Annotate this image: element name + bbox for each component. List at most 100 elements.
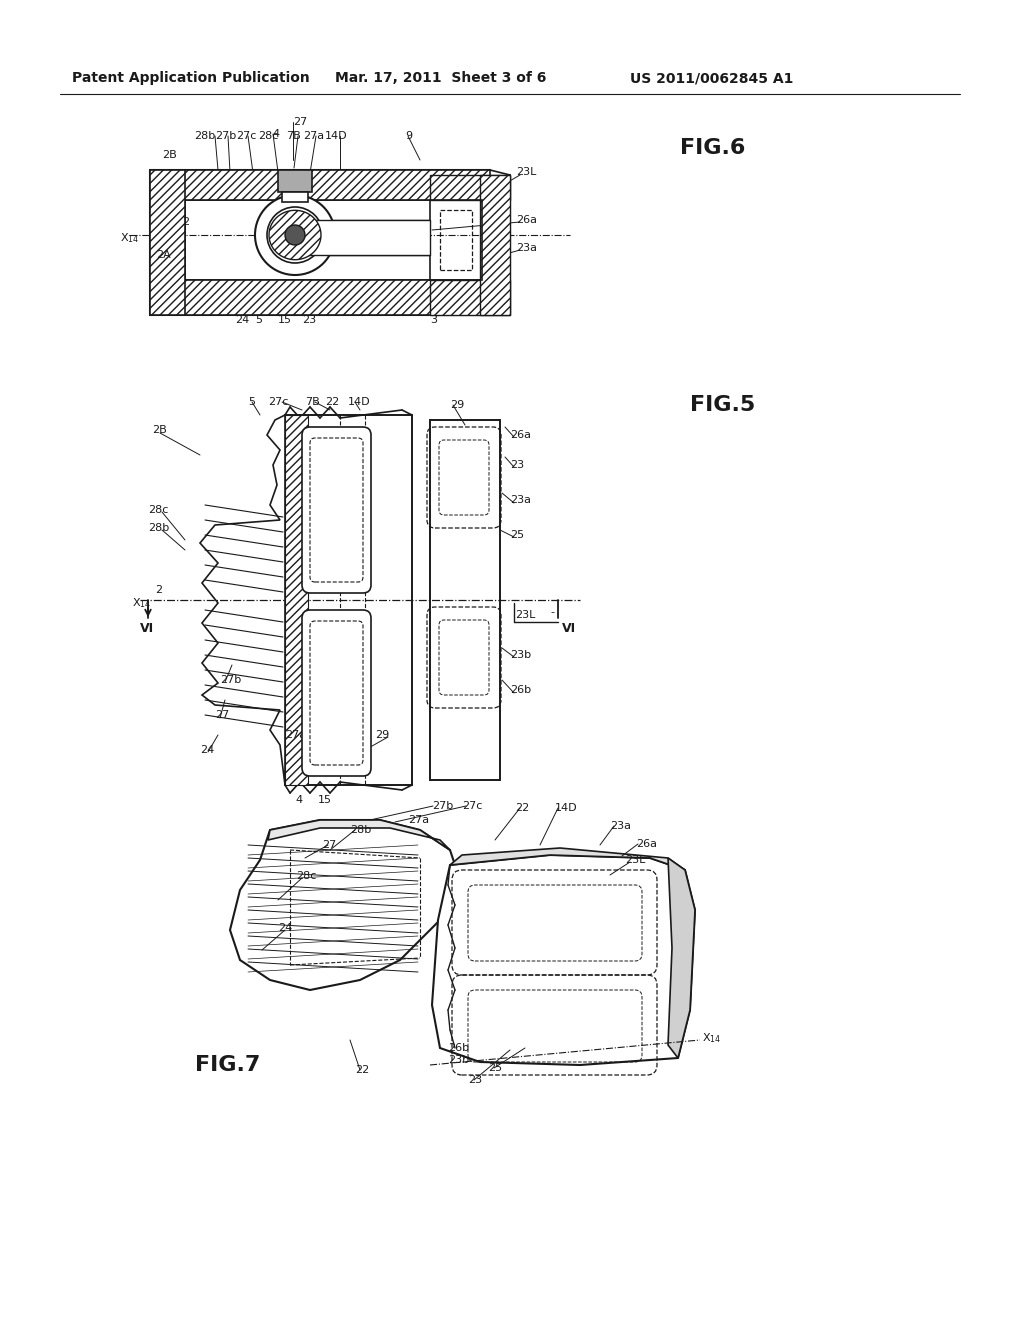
Text: 27a: 27a [303,131,325,141]
Text: 2B: 2B [162,150,177,160]
Text: Patent Application Publication: Patent Application Publication [72,71,309,84]
Text: 24: 24 [278,923,292,933]
Text: 23a: 23a [610,821,631,832]
Text: 2: 2 [155,585,162,595]
Text: 29: 29 [450,400,464,411]
Text: 22: 22 [515,803,529,813]
Text: 2A: 2A [156,249,171,260]
Text: FIG.7: FIG.7 [195,1055,260,1074]
Text: 27b: 27b [215,131,237,141]
Text: -: - [550,607,554,616]
Polygon shape [230,820,460,990]
Circle shape [285,224,305,246]
Text: 26b: 26b [510,685,531,696]
Text: X$_{14}$: X$_{14}$ [702,1031,721,1045]
Text: 25: 25 [488,1063,502,1073]
Text: 2: 2 [182,216,189,227]
Text: 23b: 23b [449,1055,469,1065]
Text: 27: 27 [215,710,229,719]
Polygon shape [480,176,510,315]
FancyBboxPatch shape [302,610,371,776]
Text: 23L: 23L [625,855,645,865]
Text: 24: 24 [200,744,214,755]
Text: 27c: 27c [236,131,256,141]
FancyBboxPatch shape [302,426,371,593]
Text: 23: 23 [510,459,524,470]
Text: 14D: 14D [555,803,578,813]
Polygon shape [285,414,308,785]
Polygon shape [295,220,430,255]
Polygon shape [668,858,695,1059]
Polygon shape [150,170,490,201]
Text: 5: 5 [248,397,255,407]
Text: 27: 27 [293,117,307,127]
Polygon shape [430,280,510,315]
Polygon shape [430,176,510,201]
Text: 22: 22 [355,1065,370,1074]
Text: 29: 29 [375,730,389,741]
Polygon shape [450,847,685,870]
Polygon shape [150,280,490,315]
Polygon shape [200,414,285,785]
Text: 27a: 27a [285,730,306,741]
Text: 23a: 23a [510,495,531,506]
Text: X$_{14}$: X$_{14}$ [132,597,152,610]
Text: 25: 25 [510,531,524,540]
Text: 27c: 27c [268,397,289,407]
Bar [440,210,472,271]
Text: 24: 24 [234,315,249,325]
Text: 27c: 27c [462,801,482,810]
Text: 2B: 2B [152,425,167,436]
Polygon shape [278,170,312,191]
Text: 23: 23 [302,315,316,325]
Text: 23L: 23L [516,168,537,177]
Text: 27: 27 [322,840,336,850]
Text: 26b: 26b [449,1043,469,1053]
Text: 28b: 28b [194,131,215,141]
Text: 15: 15 [318,795,332,805]
Polygon shape [430,420,500,780]
Text: X$_{14}$: X$_{14}$ [120,231,139,246]
Text: 14D: 14D [348,397,371,407]
Circle shape [267,207,323,263]
Text: 15: 15 [278,315,292,325]
Polygon shape [285,414,412,785]
Text: 27b: 27b [220,675,242,685]
Text: 14D: 14D [325,131,347,141]
Polygon shape [269,210,321,260]
Text: 28c: 28c [258,131,279,141]
Text: 23a: 23a [516,243,537,253]
Text: 26a: 26a [516,215,537,224]
Text: 23L: 23L [515,610,536,620]
Text: 23b: 23b [510,649,531,660]
Polygon shape [282,191,308,202]
Polygon shape [150,170,185,315]
Polygon shape [432,855,695,1065]
Text: 22: 22 [325,397,339,407]
Circle shape [255,195,335,275]
Text: 5: 5 [255,315,262,325]
Text: VI: VI [140,622,155,635]
Text: VI: VI [562,622,577,635]
Text: 28b: 28b [350,825,372,836]
Text: 28c: 28c [148,506,168,515]
Bar [430,201,482,280]
Text: 9: 9 [406,131,412,141]
Text: 4: 4 [272,129,280,139]
Text: 3: 3 [430,315,437,325]
Text: 26a: 26a [510,430,531,440]
Text: 26a: 26a [636,840,657,849]
Text: 7B: 7B [286,131,301,141]
Text: 23: 23 [468,1074,482,1085]
Text: 28c: 28c [296,871,316,880]
Text: Mar. 17, 2011  Sheet 3 of 6: Mar. 17, 2011 Sheet 3 of 6 [335,71,547,84]
Text: US 2011/0062845 A1: US 2011/0062845 A1 [630,71,794,84]
Text: FIG.6: FIG.6 [680,139,745,158]
Text: 4: 4 [295,795,302,805]
Text: 27a: 27a [408,814,429,825]
Text: FIG.5: FIG.5 [690,395,756,414]
Text: 28b: 28b [148,523,169,533]
Text: 27b: 27b [432,801,454,810]
Polygon shape [268,820,450,850]
Text: 7B: 7B [305,397,319,407]
